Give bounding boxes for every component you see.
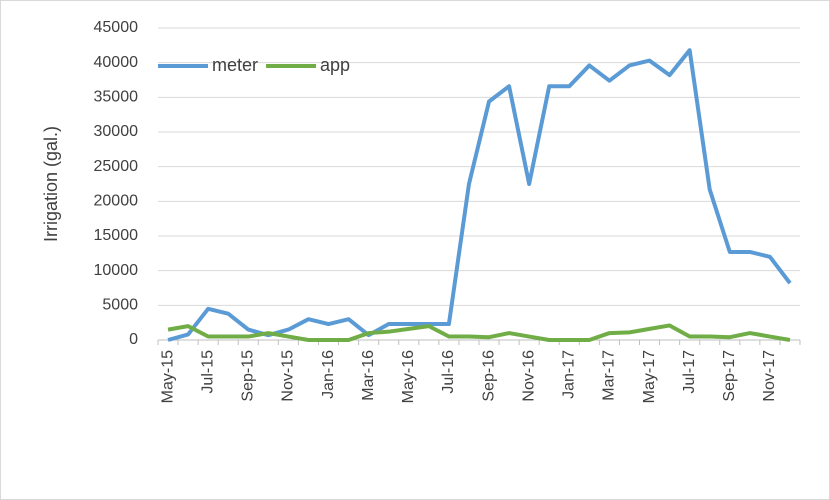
x-tick-label: Sep-15: [240, 350, 257, 402]
x-tick-label: Sep-17: [721, 350, 738, 402]
y-tick-label: 35000: [94, 89, 139, 106]
legend-label: app: [320, 55, 350, 75]
y-tick-label: 20000: [94, 193, 139, 210]
x-tick-label: May-17: [641, 350, 658, 403]
x-tick-label: May-16: [400, 350, 417, 403]
series-line: [167, 323, 791, 342]
x-tick-label: Nov-15: [280, 350, 297, 402]
x-tick-label: Sep-16: [480, 350, 497, 402]
y-tick-label: 40000: [94, 54, 139, 71]
x-tick-label: Jan-17: [561, 350, 578, 399]
x-tick-label: May-15: [159, 350, 176, 403]
y-tick-label: 15000: [94, 227, 139, 244]
x-tick-label: Jan-16: [320, 350, 337, 399]
x-tick-label: Nov-17: [761, 350, 778, 402]
y-tick-label: 0: [129, 331, 138, 348]
x-tick-label: Nov-16: [520, 350, 537, 402]
x-tick-label: Jul-16: [440, 350, 457, 394]
y-tick-label: 25000: [94, 158, 139, 175]
x-tick-label: Jul-15: [199, 350, 216, 394]
y-tick-label: 45000: [94, 19, 139, 36]
y-tick-label: 10000: [94, 262, 139, 279]
y-tick-label: 30000: [94, 123, 139, 140]
x-tick-label: Jul-17: [681, 350, 698, 394]
x-tick-label: Mar-16: [360, 350, 377, 401]
x-tick-label: Mar-17: [601, 350, 618, 401]
legend-label: meter: [212, 55, 258, 75]
y-tick-label: 5000: [102, 297, 138, 314]
y-axis-label: Irrigation (gal.): [41, 126, 61, 242]
